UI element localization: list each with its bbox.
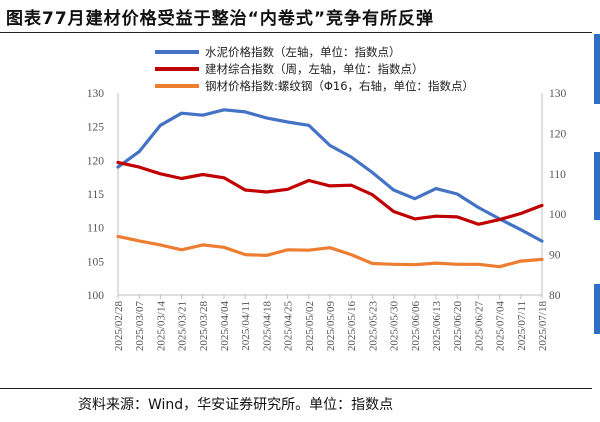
legend-label: 水泥价格指数（左轴，单位：指数点）: [205, 45, 401, 59]
right-tick-label: 120: [549, 128, 567, 140]
left-tick-label: 120: [87, 155, 105, 167]
x-tick-label: 2025/03/21: [177, 301, 189, 351]
x-tick-label: 2025/05/02: [304, 301, 316, 351]
right-tick-label: 90: [549, 250, 561, 262]
x-tick-label: 2025/06/06: [410, 301, 422, 352]
right-tick-label: 130: [549, 88, 567, 100]
x-tick-label: 2025/04/04: [219, 301, 231, 352]
legend-label: 钢材价格指数:螺纹钢（Φ16，右轴，单位：指数点）: [205, 79, 474, 93]
line-chart: 100 105 110 115 120 125 130 80 90 100 110 120 130 202…: [87, 45, 567, 351]
series-line-1: [116, 108, 544, 243]
right-tick-label: 110: [549, 169, 566, 181]
legend-label: 建材综合指数（周，左轴，单位：指数点）: [205, 62, 424, 76]
x-tick-label: 2025/07/11: [516, 301, 528, 351]
x-tick-label: 2025/06/20: [452, 301, 464, 352]
left-tick-label: 100: [87, 290, 105, 302]
bottom-rule: [0, 388, 592, 389]
page-edge-accent: [592, 34, 600, 386]
x-tick-label: 2025/06/27: [473, 301, 485, 352]
top-rule: [0, 32, 592, 33]
right-tick-label: 80: [549, 290, 561, 302]
x-tick-label: 2025/06/13: [431, 301, 443, 352]
x-tick-label: 2025/05/23: [367, 301, 379, 352]
left-tick-label: 105: [87, 256, 105, 268]
series-line-2: [116, 160, 544, 226]
x-tick-label: 2025/03/28: [198, 301, 210, 352]
chart-axes: 100 105 110 115 120 125 130 80 90 100 110 120 130 202…: [87, 88, 567, 351]
left-tick-label: 125: [87, 122, 105, 134]
x-tick-label: 2025/07/04: [495, 301, 507, 352]
x-tick-label: 2025/04/18: [261, 301, 273, 352]
series-line-3: [116, 234, 544, 269]
right-tick-label: 100: [549, 209, 567, 221]
x-tick-label: 2025/05/16: [346, 301, 358, 352]
figure-title: 图表77月建材价格受益于整治“内卷式”竞争有所反弹: [6, 9, 435, 29]
x-tick-label: 2025/04/11: [240, 301, 252, 351]
left-tick-label: 115: [87, 189, 104, 201]
x-tick-label: 2025/07/18: [537, 301, 549, 352]
x-tick-label: 2025/05/30: [389, 301, 401, 352]
chart-legend: 水泥价格指数（左轴，单位：指数点） 建材综合指数（周，左轴，单位：指数点） 钢材价格…: [155, 45, 474, 93]
left-tick-label: 130: [87, 88, 105, 100]
x-tick-label: 2025/03/07: [134, 301, 146, 352]
x-tick-label: 2025/04/25: [283, 301, 295, 352]
x-tick-label: 2025/03/14: [155, 301, 167, 352]
left-tick-label: 110: [87, 223, 104, 235]
source-note: 资料来源：Wind，华安证券研究所。单位：指数点: [78, 397, 394, 413]
x-tick-label: 2025/02/28: [113, 301, 125, 352]
x-tick-label: 2025/05/09: [325, 301, 337, 352]
chart-series: [116, 108, 544, 269]
